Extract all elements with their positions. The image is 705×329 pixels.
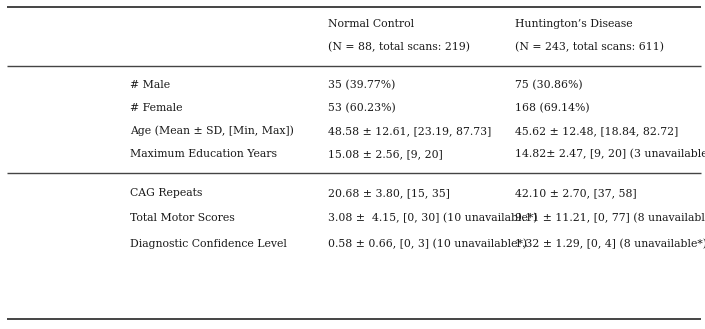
Text: 20.68 ± 3.80, [15, 35]: 20.68 ± 3.80, [15, 35] [328,189,450,198]
Text: 42.10 ± 2.70, [37, 58]: 42.10 ± 2.70, [37, 58] [515,189,637,198]
Text: 45.62 ± 12.48, [18.84, 82.72]: 45.62 ± 12.48, [18.84, 82.72] [515,126,678,136]
Text: 15.08 ± 2.56, [9, 20]: 15.08 ± 2.56, [9, 20] [328,149,443,159]
Text: 0.58 ± 0.66, [0, 3] (10 unavailable*): 0.58 ± 0.66, [0, 3] (10 unavailable*) [328,239,527,249]
Text: Diagnostic Confidence Level: Diagnostic Confidence Level [130,239,288,249]
Text: CAG Repeats: CAG Repeats [130,189,203,198]
Text: Maximum Education Years: Maximum Education Years [130,149,278,159]
Text: 53 (60.23%): 53 (60.23%) [328,103,396,113]
Text: # Male: # Male [130,80,171,90]
Text: (N = 88, total scans: 219): (N = 88, total scans: 219) [328,41,470,52]
Text: Normal Control: Normal Control [328,19,414,29]
Text: 1.32 ± 1.29, [0, 4] (8 unavailable*): 1.32 ± 1.29, [0, 4] (8 unavailable*) [515,239,705,249]
Text: 168 (69.14%): 168 (69.14%) [515,103,589,113]
Text: 48.58 ± 12.61, [23.19, 87.73]: 48.58 ± 12.61, [23.19, 87.73] [328,126,491,136]
Text: Huntington’s Disease: Huntington’s Disease [515,19,632,29]
Text: 3.08 ±  4.15, [0, 30] (10 unavailable*): 3.08 ± 4.15, [0, 30] (10 unavailable*) [328,213,537,223]
Text: Total Motor Scores: Total Motor Scores [130,213,235,223]
Text: 75 (30.86%): 75 (30.86%) [515,80,582,90]
Text: 9.11 ± 11.21, [0, 77] (8 unavailable*): 9.11 ± 11.21, [0, 77] (8 unavailable*) [515,213,705,223]
Text: 35 (39.77%): 35 (39.77%) [328,80,396,90]
Text: Age (Mean ± SD, [Min, Max]): Age (Mean ± SD, [Min, Max]) [130,126,294,136]
Text: 14.82± 2.47, [9, 20] (3 unavailable*): 14.82± 2.47, [9, 20] (3 unavailable*) [515,149,705,159]
Text: # Female: # Female [130,103,183,113]
Text: (N = 243, total scans: 611): (N = 243, total scans: 611) [515,41,663,52]
